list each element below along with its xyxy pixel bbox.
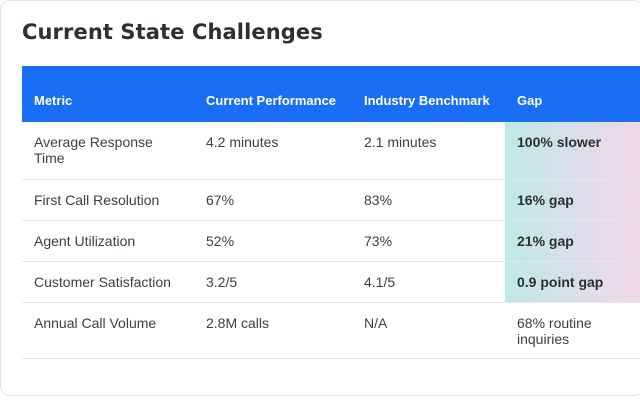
metric-cell: First Call Resolution	[22, 179, 194, 221]
current-performance-cell: 4.2 minutes	[194, 122, 352, 180]
current-performance-cell: 67%	[194, 179, 352, 221]
header-current-performance: Current Performance	[206, 93, 337, 108]
industry-benchmark-cell: 2.1 minutes	[352, 122, 505, 180]
current-performance-cell: 52%	[194, 220, 352, 262]
table-row: First Call Resolution 67% 83% 16% gap	[22, 179, 640, 221]
challenges-table: Metric Current Performance Industry Benc…	[22, 66, 640, 359]
header-gap: Gap	[517, 93, 543, 108]
header-metric: Metric	[34, 93, 73, 108]
page-title: Current State Challenges	[22, 20, 323, 44]
header-industry-benchmark: Industry Benchmark	[364, 93, 490, 108]
gap-cell: 100% slower	[505, 122, 640, 180]
table-row: Customer Satisfaction 3.2/5 4.1/5 0.9 po…	[22, 261, 640, 303]
table-row: Annual Call Volume 2.8M calls N/A 68% ro…	[22, 302, 640, 359]
table-row: Agent Utilization 52% 73% 21% gap	[22, 220, 640, 262]
metric-cell: Agent Utilization	[22, 220, 194, 262]
metric-cell: Annual Call Volume	[22, 302, 194, 359]
table-row: Average Response Time 4.2 minutes 2.1 mi…	[22, 122, 640, 180]
current-performance-cell: 2.8M calls	[194, 302, 352, 359]
current-performance-cell: 3.2/5	[194, 261, 352, 303]
gap-cell: 68% routine inquiries	[505, 302, 640, 359]
industry-benchmark-cell: N/A	[352, 302, 505, 359]
metric-cell: Average Response Time	[22, 122, 194, 180]
table-header-row: Metric Current Performance Industry Benc…	[22, 66, 640, 122]
gap-cell: 0.9 point gap	[505, 261, 640, 303]
gap-cell: 16% gap	[505, 179, 640, 221]
industry-benchmark-cell: 4.1/5	[352, 261, 505, 303]
industry-benchmark-cell: 73%	[352, 220, 505, 262]
metric-cell: Customer Satisfaction	[22, 261, 194, 303]
gap-cell: 21% gap	[505, 220, 640, 262]
industry-benchmark-cell: 83%	[352, 179, 505, 221]
